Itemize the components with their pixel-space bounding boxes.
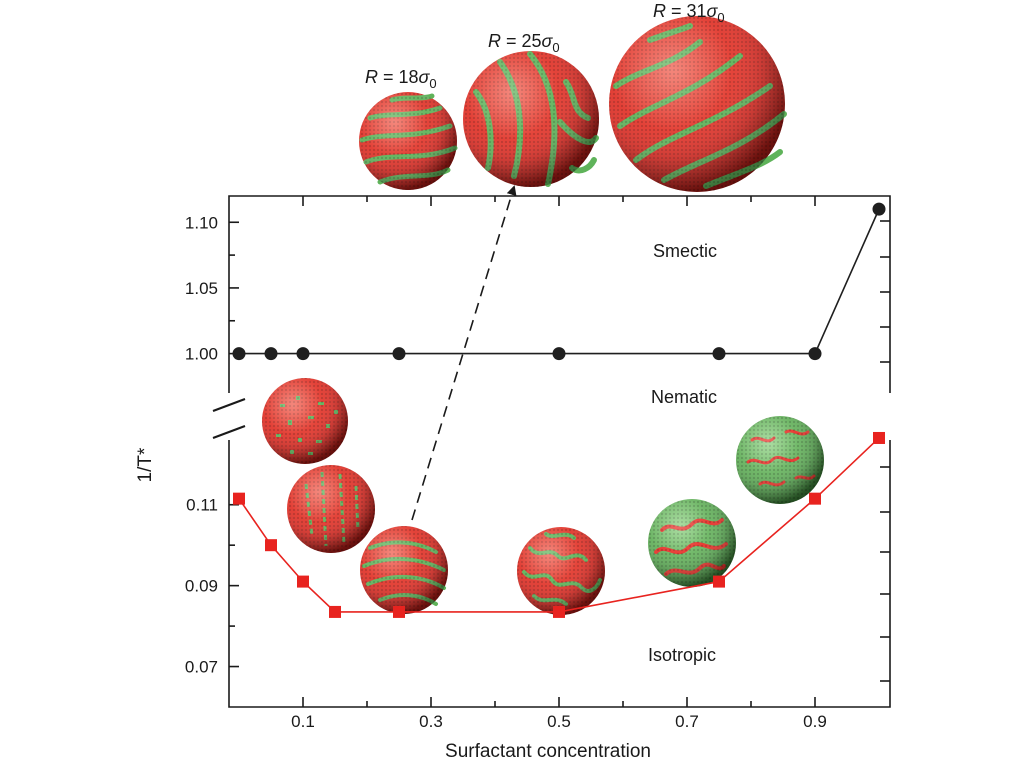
region-label-isotropic: Isotropic <box>648 645 716 665</box>
data-point-circle <box>552 347 566 361</box>
data-point-circle <box>392 347 406 361</box>
x-tick-label: 0.3 <box>419 712 443 731</box>
y-tick-label: 1.05 <box>185 279 218 298</box>
x-tick-label: 0.1 <box>291 712 315 731</box>
data-point-square <box>329 605 341 618</box>
right-ticks <box>880 220 890 682</box>
axis-break-mark <box>212 397 246 413</box>
data-point-square <box>233 492 245 505</box>
data-point-square <box>297 575 309 588</box>
top-ticks <box>302 196 816 206</box>
axis-break-mark <box>212 424 246 440</box>
radius-label-18: R = 18σ0 <box>365 67 437 91</box>
radius-label-31: R = 31σ0 <box>653 1 725 25</box>
region-label-nematic: Nematic <box>651 387 717 407</box>
series-upper-panel <box>232 202 886 361</box>
data-point-square <box>713 575 725 588</box>
data-point-circle <box>296 347 310 361</box>
data-point-square <box>553 605 565 618</box>
data-point-square <box>393 605 405 618</box>
y-axis-title: 1/T* <box>135 447 156 482</box>
x-tick-label: 0.7 <box>675 712 699 731</box>
data-point-square <box>265 539 277 552</box>
plot-frame <box>212 195 891 708</box>
y-tick-label: 1.00 <box>185 345 218 364</box>
x-ticks: 0.1 0.3 0.5 0.7 0.9 <box>291 697 827 731</box>
sphere-low-concentration-1 <box>262 378 348 464</box>
x-tick-label: 0.9 <box>803 712 827 731</box>
y-tick-label: 0.09 <box>185 577 218 596</box>
sphere-r31 <box>609 16 787 192</box>
data-point-square <box>809 492 821 505</box>
sphere-labyrinth-mixed <box>648 499 736 587</box>
sphere-green-dominant <box>736 416 824 504</box>
radius-label-25: R = 25σ0 <box>488 31 560 55</box>
sphere-striped-lamellar <box>360 526 448 614</box>
upper-panel-border <box>228 195 891 393</box>
data-point-circle <box>712 347 726 361</box>
sphere-r18 <box>359 92 458 190</box>
y-tick-label: 0.11 <box>186 496 218 515</box>
data-point-square <box>873 431 885 444</box>
sphere-labyrinth-red <box>517 527 605 615</box>
x-axis-title: Surfactant concentration <box>445 741 651 762</box>
data-point-circle <box>232 347 246 361</box>
y-ticks-lower: 0.07 0.09 0.11 <box>185 496 239 677</box>
y-ticks-upper: 1.00 1.05 1.10 <box>185 213 239 364</box>
region-label-smectic: Smectic <box>653 241 717 261</box>
dashed-arrow <box>411 185 517 521</box>
x-tick-label: 0.5 <box>547 712 571 731</box>
series-line <box>239 208 880 355</box>
sphere-r25 <box>463 51 599 187</box>
data-point-circle <box>264 347 278 361</box>
y-tick-label: 1.10 <box>185 213 218 232</box>
data-point-circle <box>808 347 822 361</box>
y-tick-label: 0.07 <box>185 658 218 677</box>
data-point-circle <box>872 202 886 216</box>
series-lower-panel <box>233 431 885 618</box>
sphere-low-concentration-2 <box>287 465 375 553</box>
